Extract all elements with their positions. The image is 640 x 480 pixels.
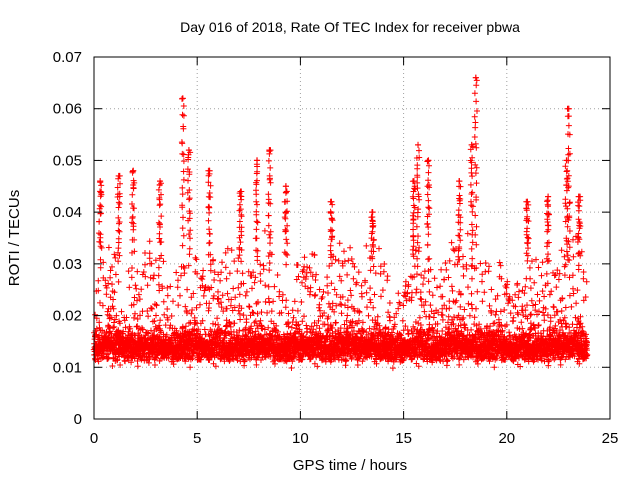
peak-point: [472, 74, 479, 81]
x-tick-labels: 0 5 10 15 20 25: [90, 430, 619, 447]
y-tick-label: 0.06: [53, 101, 82, 118]
peak-point: [237, 188, 244, 195]
peak-point: [545, 193, 552, 200]
peak-point: [410, 178, 417, 185]
axis-ticks: [93, 56, 611, 420]
roti-series-markers: [90, 74, 591, 372]
x-tick-label: 0: [90, 430, 98, 447]
y-tick-label: 0.04: [53, 204, 82, 221]
peak-point: [254, 157, 261, 164]
x-tick-label: 25: [602, 430, 619, 447]
data-points: [90, 74, 591, 372]
chart-title: Day 016 of 2018, Rate Of TEC Index for r…: [180, 19, 520, 35]
peak-point: [563, 157, 570, 164]
x-tick-label: 20: [498, 430, 515, 447]
y-tick-label: 0.05: [53, 152, 82, 169]
peak-point: [115, 172, 122, 179]
peak-point: [425, 157, 432, 164]
peak-point: [565, 105, 572, 112]
peak-point: [576, 193, 583, 200]
y-tick-label: 0.02: [53, 308, 82, 325]
x-tick-label: 15: [395, 430, 412, 447]
grid-lines: [94, 57, 610, 419]
peak-point: [206, 167, 213, 174]
plot-frame: [93, 56, 611, 420]
y-tick-label: 0.07: [53, 49, 82, 66]
y-tick-label: 0.03: [53, 256, 82, 273]
peak-point: [369, 209, 376, 216]
y-tick-label: 0: [74, 411, 82, 428]
peak-point: [524, 198, 531, 205]
peak-point: [328, 198, 335, 205]
peak-point: [97, 178, 104, 185]
y-tick-labels: 0 0.01 0.02 0.03 0.04 0.05 0.06 0.07: [53, 49, 82, 428]
y-axis-label: ROTI / TECUs: [6, 190, 23, 286]
peak-point: [130, 167, 137, 174]
peak-point: [179, 95, 186, 102]
peak-point: [282, 183, 289, 190]
peak-point: [266, 147, 273, 154]
peak-point: [157, 178, 164, 185]
peak-point: [185, 147, 192, 154]
x-tick-label: 10: [292, 430, 309, 447]
peak-point: [456, 178, 463, 185]
x-axis-label: GPS time / hours: [293, 457, 407, 474]
peak-point: [415, 141, 422, 148]
peak-point: [468, 141, 475, 148]
y-tick-label: 0.01: [53, 359, 82, 376]
x-tick-label: 5: [193, 430, 201, 447]
